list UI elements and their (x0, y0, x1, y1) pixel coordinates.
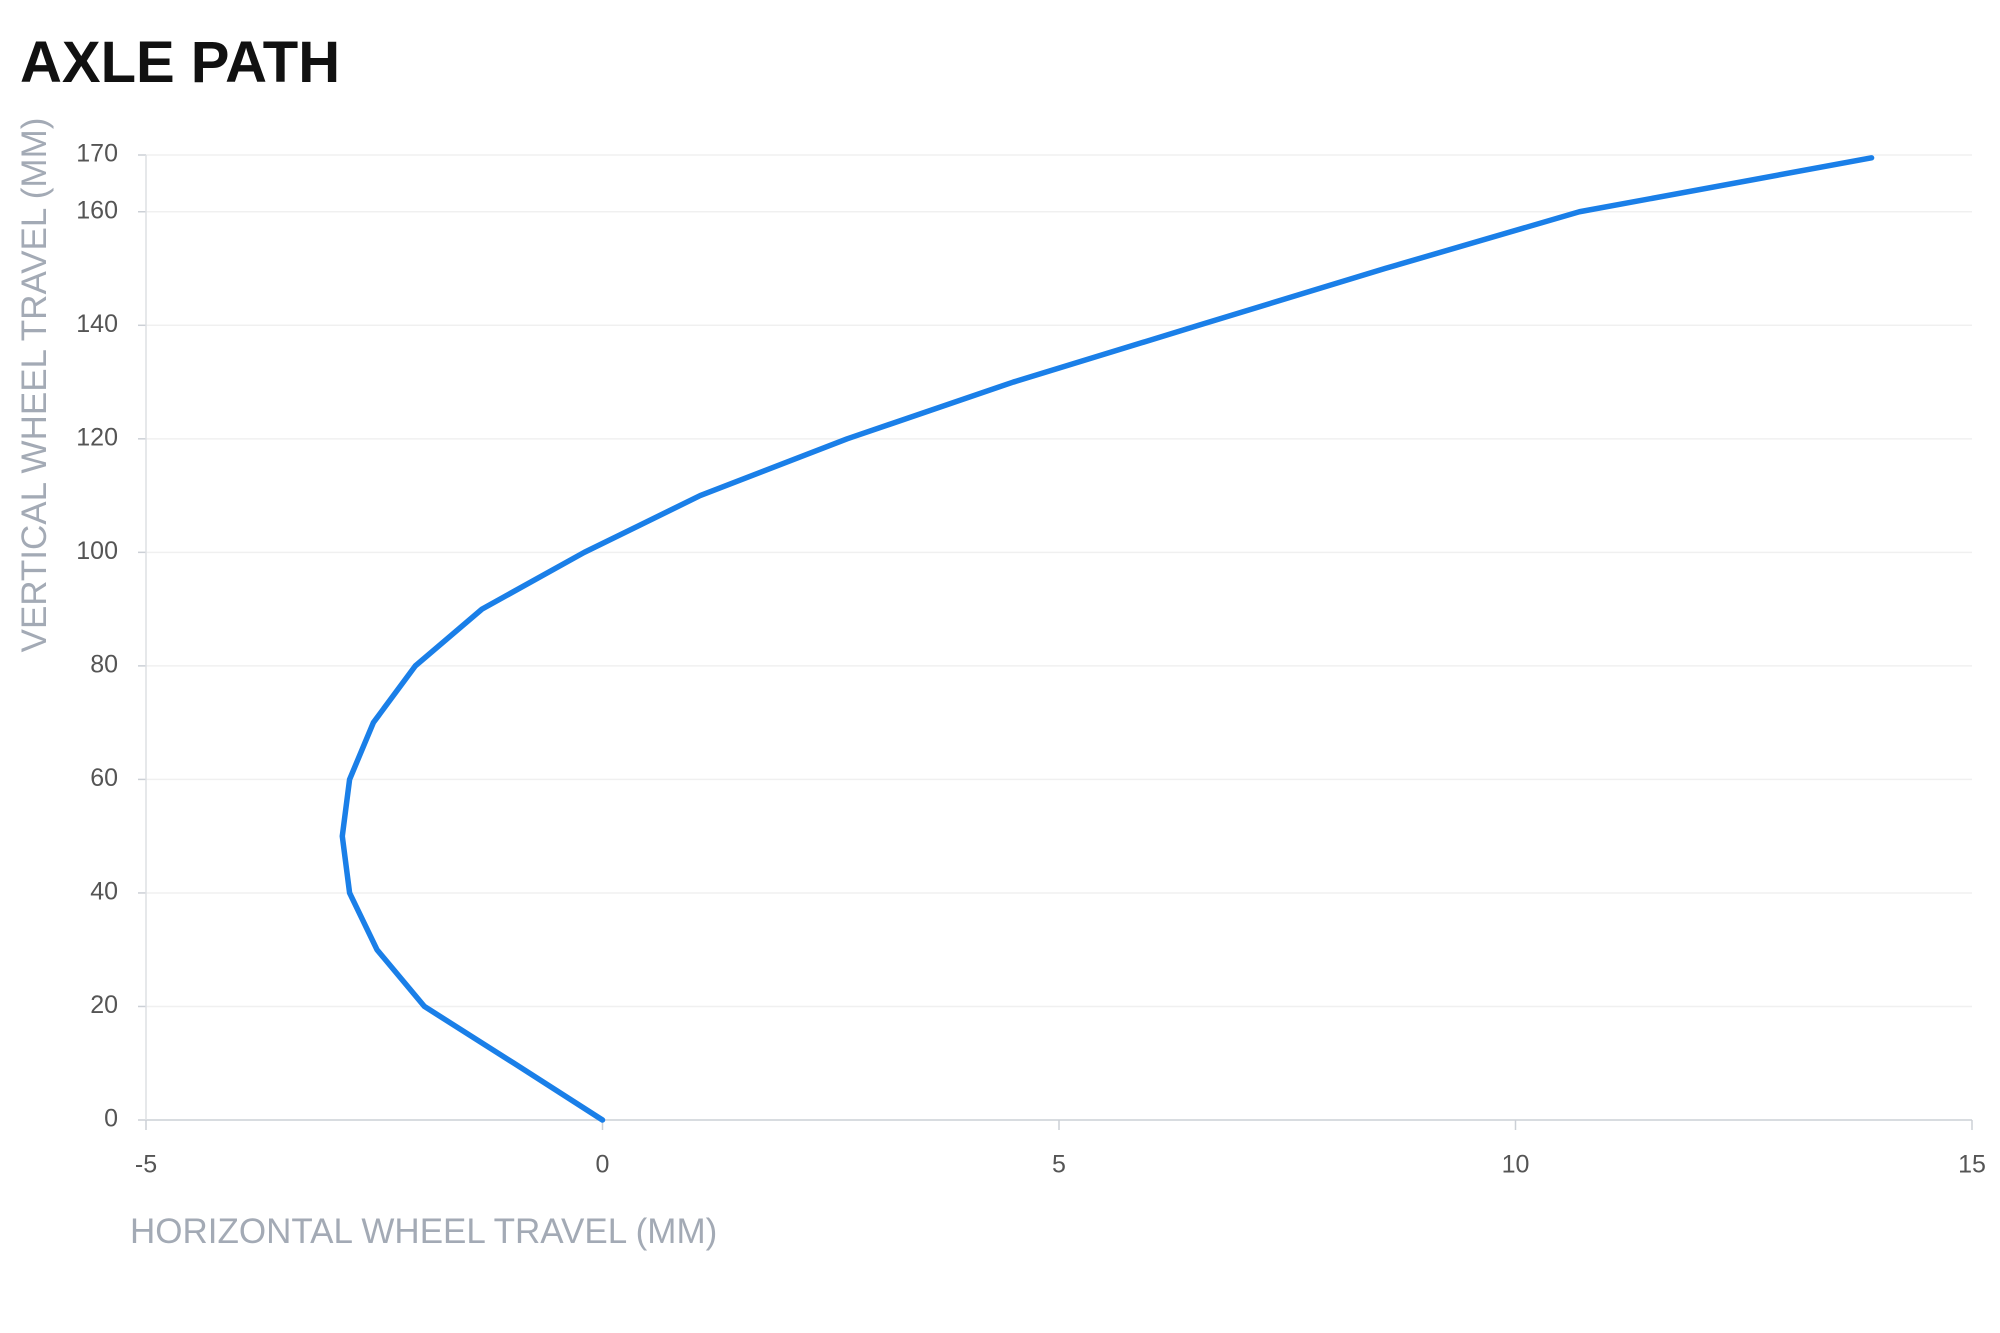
x-tick-label: 5 (1052, 1151, 1066, 1179)
y-tick-label: 20 (90, 991, 118, 1019)
y-axis-title: VERTICAL WHEEL TRAVEL (MM) (15, 118, 54, 653)
x-tick-label: 0 (596, 1151, 610, 1179)
chart-title: AXLE PATH (20, 30, 340, 95)
x-tick-label: -5 (135, 1151, 157, 1179)
data-line (339, 155, 1875, 1123)
y-tick-label: 40 (90, 878, 118, 906)
y-tick-label: 100 (76, 537, 118, 565)
y-tick-label: 60 (90, 764, 118, 792)
y-tick-label: 170 (76, 140, 118, 168)
y-tick-label: 80 (90, 650, 118, 678)
x-axis-title: HORIZONTAL WHEEL TRAVEL (MM) (130, 1212, 717, 1251)
x-tick-label: 15 (1958, 1151, 1986, 1179)
y-tick-label: 160 (76, 196, 118, 224)
y-tick-label: 120 (76, 423, 118, 451)
y-tick-label: 0 (104, 1105, 118, 1133)
y-tick-label: 140 (76, 310, 118, 338)
x-tick-label: 10 (1502, 1151, 1530, 1179)
